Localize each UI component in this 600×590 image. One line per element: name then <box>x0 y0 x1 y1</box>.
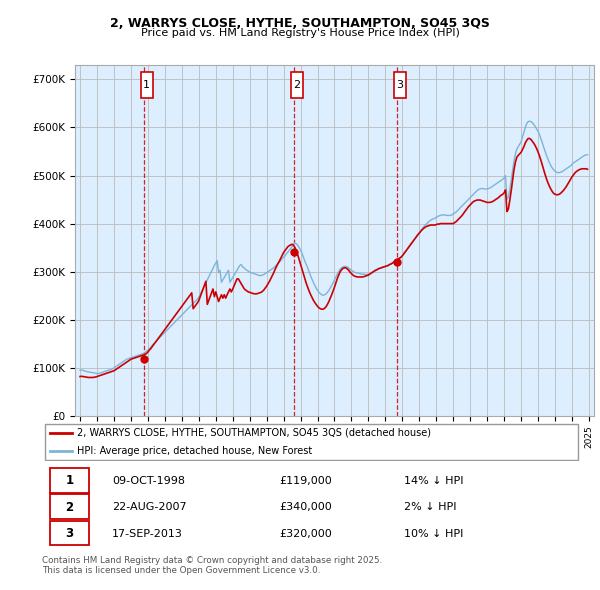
Text: 1: 1 <box>65 474 74 487</box>
Text: £320,000: £320,000 <box>280 529 332 539</box>
Text: Contains HM Land Registry data © Crown copyright and database right 2025.
This d: Contains HM Land Registry data © Crown c… <box>42 556 382 575</box>
Text: £340,000: £340,000 <box>280 503 332 512</box>
Text: 14% ↓ HPI: 14% ↓ HPI <box>404 476 463 486</box>
Text: 3: 3 <box>397 80 403 90</box>
FancyBboxPatch shape <box>291 72 303 99</box>
Text: 09-OCT-1998: 09-OCT-1998 <box>112 476 185 486</box>
FancyBboxPatch shape <box>50 468 89 493</box>
Text: 17-SEP-2013: 17-SEP-2013 <box>112 529 183 539</box>
Text: 22-AUG-2007: 22-AUG-2007 <box>112 503 187 512</box>
Text: 2: 2 <box>293 80 301 90</box>
Text: HPI: Average price, detached house, New Forest: HPI: Average price, detached house, New … <box>77 445 313 455</box>
FancyBboxPatch shape <box>50 520 89 545</box>
Text: 3: 3 <box>65 527 74 540</box>
Text: 2, WARRYS CLOSE, HYTHE, SOUTHAMPTON, SO45 3QS: 2, WARRYS CLOSE, HYTHE, SOUTHAMPTON, SO4… <box>110 17 490 30</box>
FancyBboxPatch shape <box>141 72 152 99</box>
Text: 2, WARRYS CLOSE, HYTHE, SOUTHAMPTON, SO45 3QS (detached house): 2, WARRYS CLOSE, HYTHE, SOUTHAMPTON, SO4… <box>77 428 431 438</box>
Text: £119,000: £119,000 <box>280 476 332 486</box>
Text: 2: 2 <box>65 501 74 514</box>
FancyBboxPatch shape <box>394 72 406 99</box>
Text: 1: 1 <box>143 80 150 90</box>
Text: Price paid vs. HM Land Registry's House Price Index (HPI): Price paid vs. HM Land Registry's House … <box>140 28 460 38</box>
FancyBboxPatch shape <box>45 424 578 460</box>
FancyBboxPatch shape <box>50 494 89 519</box>
Text: 2% ↓ HPI: 2% ↓ HPI <box>404 503 457 512</box>
Text: 10% ↓ HPI: 10% ↓ HPI <box>404 529 463 539</box>
